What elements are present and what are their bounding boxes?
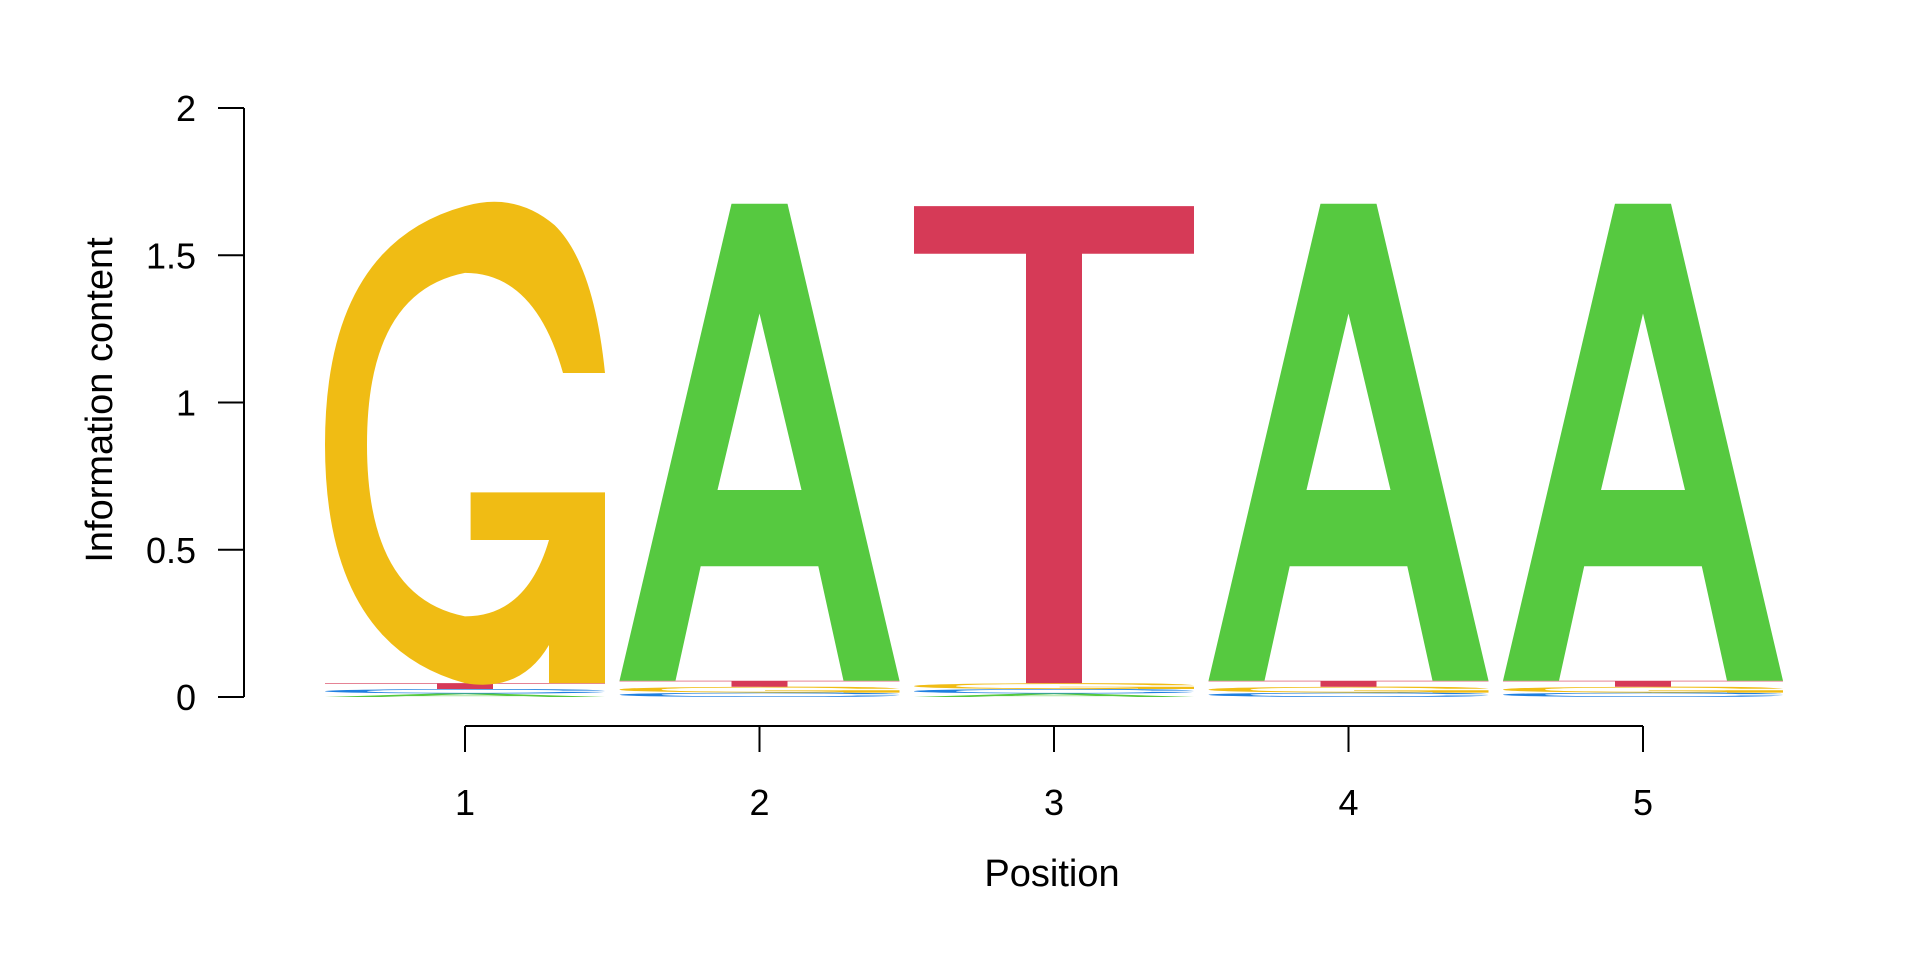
- logo-letter-C-pos3: [914, 689, 1194, 694]
- logo-letter-C-pos4: [1208, 692, 1489, 698]
- logo-letter-C-pos5: [1503, 692, 1783, 698]
- x-tick-label: 3: [1044, 782, 1064, 823]
- logo-letter-T-pos5: [1503, 680, 1783, 687]
- logo-letters: [325, 201, 1783, 698]
- x-tick-label: 1: [455, 782, 475, 823]
- logo-letter-A-pos5: [1503, 203, 1783, 681]
- logo-letter-G-pos1: [325, 201, 605, 685]
- x-tick-label: 2: [749, 782, 769, 823]
- y-tick-label: 2: [176, 88, 196, 129]
- y-tick-label: 0.5: [146, 530, 196, 571]
- logo-letter-A-pos3: [914, 693, 1194, 697]
- logo-letter-G-pos5: [1503, 686, 1783, 693]
- logo-letter-G-pos3: [914, 683, 1194, 690]
- x-tick-label: 4: [1338, 782, 1358, 823]
- logo-letter-G-pos2: [619, 686, 900, 693]
- logo-letter-T-pos3: [914, 206, 1194, 684]
- logo-letter-A-pos4: [1208, 203, 1489, 681]
- logo-letter-C-pos1: [325, 689, 605, 694]
- x-axis: 1 2 3 4 5: [455, 725, 1653, 823]
- y-axis-title: Information content: [79, 237, 121, 563]
- logo-letter-A-pos2: [619, 203, 900, 681]
- logo-letter-T-pos4: [1208, 680, 1489, 687]
- y-tick-label: 0: [176, 677, 196, 718]
- logo-letter-T-pos1: [325, 683, 605, 690]
- y-tick-label: 1: [176, 383, 196, 424]
- y-axis: 0 0.5 1 1.5 2: [146, 88, 245, 718]
- x-axis-title: Position: [984, 853, 1119, 895]
- x-tick-label: 5: [1633, 782, 1653, 823]
- y-tick-label: 1.5: [146, 235, 196, 276]
- logo-letter-A-pos1: [325, 693, 605, 697]
- logo-letter-G-pos4: [1208, 686, 1489, 693]
- logo-letter-T-pos2: [619, 680, 900, 687]
- logo-letter-C-pos2: [619, 692, 900, 698]
